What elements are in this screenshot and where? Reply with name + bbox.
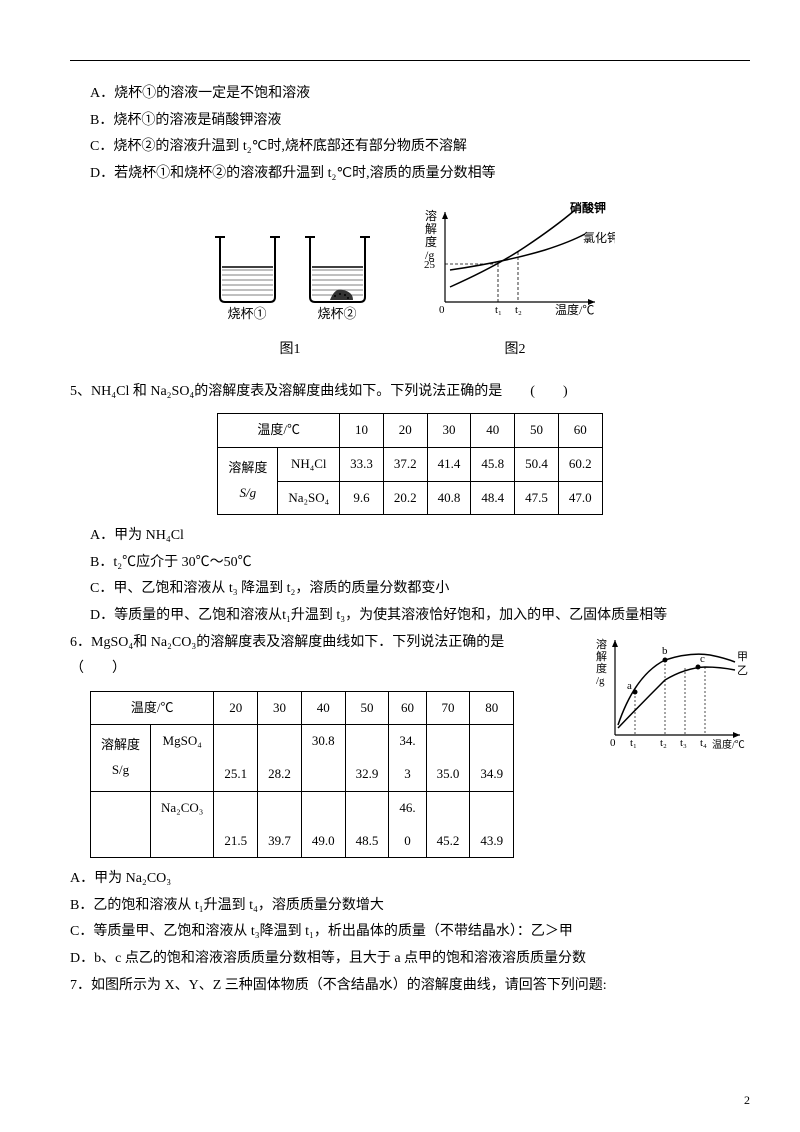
svg-text:解: 解 bbox=[596, 649, 607, 663]
q5-temp-label: 温度/℃ bbox=[218, 414, 340, 448]
svg-text:c: c bbox=[700, 653, 705, 665]
svg-text:氯化钾: 氯化钾 bbox=[583, 231, 615, 245]
svg-text:溶: 溶 bbox=[596, 637, 607, 651]
svg-text:t₃: t₃ bbox=[680, 737, 687, 749]
svg-text:解: 解 bbox=[425, 222, 437, 236]
q6-prompt: 6．MgSO₄和 Na₂CO₃的溶解度表及溶解度曲线如下．下列说法正确的是 （ … bbox=[70, 630, 570, 683]
fig2-caption: 图2 bbox=[415, 337, 615, 364]
svg-text:/g: /g bbox=[425, 248, 434, 262]
solubility-graph-svg: 硝酸钾 氯化钾 25 0 t₁ t₂ 温度/℃ 溶 解 度 /g bbox=[415, 202, 615, 322]
svg-text:0: 0 bbox=[439, 304, 445, 316]
svg-text:甲: 甲 bbox=[737, 651, 748, 663]
svg-text:t₂: t₂ bbox=[660, 737, 667, 749]
q6-option-b: B．乙的饱和溶液从 t₁升温到 t₄，溶质质量分数增大 bbox=[70, 893, 750, 920]
q5-option-c: C．甲、乙饱和溶液从 t₃ 降温到 t₂，溶质的质量分数都变小 bbox=[90, 576, 750, 603]
q5-option-a: A．甲为 NH₄Cl bbox=[90, 523, 750, 550]
fig1-caption: 图1 bbox=[205, 337, 375, 364]
q4-figures: 烧杯① 烧杯② 图1 bbox=[70, 202, 750, 363]
svg-text:0: 0 bbox=[610, 737, 616, 749]
svg-text:t₂: t₂ bbox=[515, 304, 522, 316]
top-rule bbox=[70, 60, 750, 61]
page-number: 2 bbox=[744, 1089, 750, 1112]
q4-option-d: D．若烧杯①和烧杯②的溶液都升温到 t₂℃时,溶质的质量分数相等 bbox=[90, 161, 750, 188]
q6-option-d: D．b、c 点乙的饱和溶液溶质质量分数相等，且大于 a 点甲的饱和溶液溶质质量分… bbox=[70, 946, 750, 973]
q5-solub-label: 溶解度S/g bbox=[218, 447, 278, 514]
svg-text:/g: /g bbox=[596, 675, 605, 687]
svg-text:a: a bbox=[627, 680, 632, 692]
svg-text:度: 度 bbox=[596, 661, 607, 675]
q5-option-b: B．t₂℃应介于 30℃～50℃ bbox=[90, 550, 750, 577]
q7-prompt: 7．如图所示为 X、Y、Z 三种固体物质（不含结晶水）的溶解度曲线，请回答下列问… bbox=[70, 973, 750, 1000]
q4-option-c: C．烧杯②的溶液升温到 t₂℃时,烧杯底部还有部分物质不溶解 bbox=[90, 134, 750, 161]
q5-table: 温度/℃ 10 20 30 40 50 60 溶解度S/g NH₄Cl 33.3… bbox=[217, 413, 602, 515]
q6-option-c: C．等质量甲、乙饱和溶液从 t₃降温到 t₁，析出晶体的质量（不带结晶水）：乙＞… bbox=[70, 919, 750, 946]
q6-option-a: A．甲为 Na₂CO₃ bbox=[70, 866, 750, 893]
svg-text:b: b bbox=[662, 645, 668, 657]
q6-graph: a b c 甲 乙 溶 解 度 /g 0 t₁ t₂ t₃ t₄ 温度/℃ bbox=[590, 630, 750, 771]
svg-text:温度/℃: 温度/℃ bbox=[555, 302, 594, 317]
svg-text:烧杯①: 烧杯① bbox=[227, 306, 266, 321]
q4-option-b: B．烧杯①的溶液是硝酸钾溶液 bbox=[90, 108, 750, 135]
beakers-svg: 烧杯① 烧杯② bbox=[205, 222, 375, 322]
svg-text:烧杯②: 烧杯② bbox=[317, 306, 356, 321]
figure-1: 烧杯① 烧杯② 图1 bbox=[205, 222, 375, 363]
figure-2: 硝酸钾 氯化钾 25 0 t₁ t₂ 温度/℃ 溶 解 度 /g 图2 bbox=[415, 202, 615, 363]
svg-text:乙: 乙 bbox=[737, 664, 748, 677]
q5-option-d: D．等质量的甲、乙饱和溶液从t₁升温到 t₃，为使其溶液恰好饱和，加入的甲、乙固… bbox=[90, 603, 750, 630]
svg-text:t₁: t₁ bbox=[495, 304, 502, 316]
svg-text:硝酸钾: 硝酸钾 bbox=[570, 202, 606, 215]
q5-prompt: 5、NH₄Cl 和 Na₂SO₄的溶解度表及溶解度曲线如下。下列说法正确的是 (… bbox=[70, 379, 750, 406]
svg-text:度: 度 bbox=[425, 234, 437, 249]
q6-table: 温度/℃ 20 30 40 50 60 70 80 溶解度S/g MgSO₄ 3… bbox=[90, 691, 514, 858]
svg-text:t₁: t₁ bbox=[630, 737, 637, 749]
svg-text:t₄: t₄ bbox=[700, 737, 707, 749]
svg-text:溶: 溶 bbox=[425, 208, 437, 223]
svg-text:温度/℃: 温度/℃ bbox=[712, 738, 745, 751]
q4-option-a: A．烧杯①的溶液一定是不饱和溶液 bbox=[90, 81, 750, 108]
